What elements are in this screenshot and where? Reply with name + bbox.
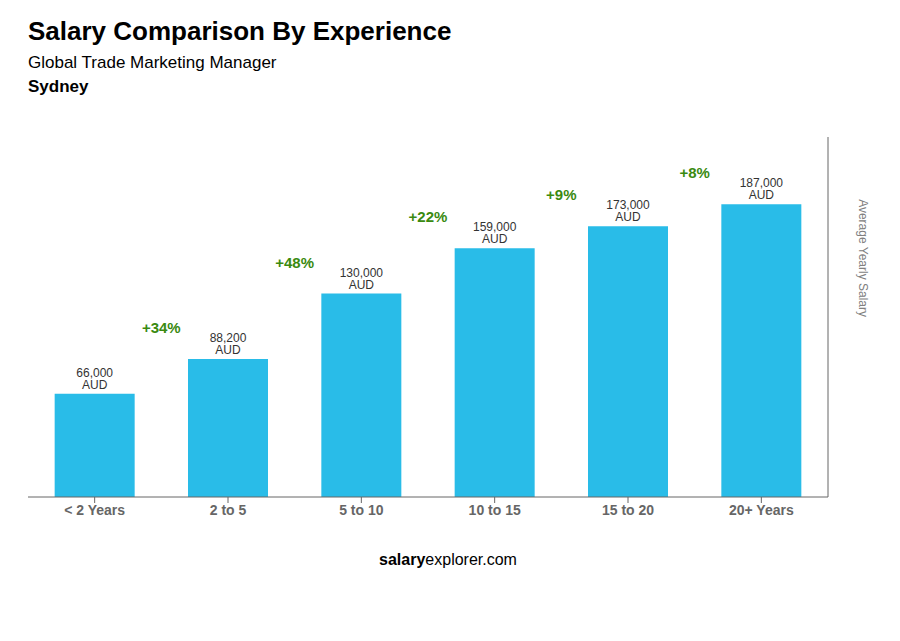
svg-text:15 to 20: 15 to 20 [602, 502, 654, 518]
svg-text:< 2 Years: < 2 Years [64, 502, 125, 518]
svg-text:187,000AUD: 187,000AUD [740, 176, 784, 202]
svg-text:66,000AUD: 66,000AUD [76, 366, 113, 392]
html-text:Salary Comparison By Experienc: Salary Comparison By Experience [28, 16, 452, 46]
svg-text:88,200AUD: 88,200AUD [210, 331, 247, 357]
svg-text:+48%: +48% [275, 254, 314, 271]
svg-text:+22%: +22% [409, 208, 448, 225]
svg-text:173,000AUD: 173,000AUD [606, 198, 650, 224]
svg-text:+8%: +8% [679, 164, 709, 181]
svg-text:+9%: +9% [546, 186, 576, 203]
svg-text:2 to 5: 2 to 5 [210, 502, 247, 518]
html-text:Sydney: Sydney [28, 77, 89, 96]
html-text:Global Trade Marketing Manager: Global Trade Marketing Manager [28, 53, 277, 72]
svg-text:10 to 15: 10 to 15 [469, 502, 521, 518]
html-text:salary explorer.com: salary explorer.com [379, 551, 517, 568]
svg-text:159,000AUD: 159,000AUD [473, 220, 517, 246]
svg-text:20+ Years: 20+ Years [729, 502, 794, 518]
svg-text:+34%: +34% [142, 319, 181, 336]
svg-text:130,000AUD: 130,000AUD [340, 266, 384, 292]
svg-text:Average Yearly Salary: Average Yearly Salary [856, 199, 870, 317]
svg-text:5 to 10: 5 to 10 [339, 502, 384, 518]
